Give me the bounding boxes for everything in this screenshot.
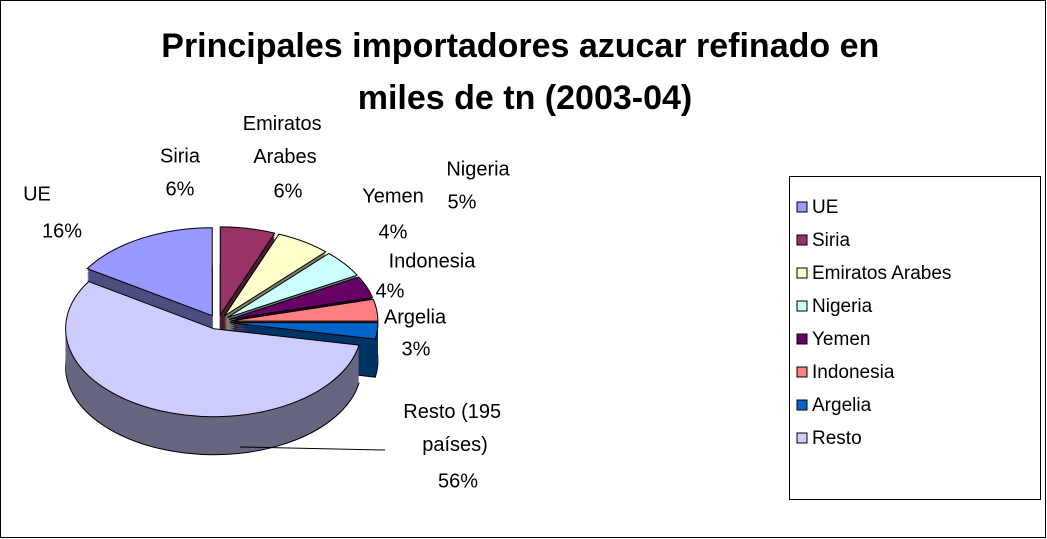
legend-swatch (796, 267, 808, 279)
data-label-name: Yemen (362, 185, 424, 207)
data-label-name: Indonesia (389, 250, 477, 272)
slice (229, 276, 374, 320)
legend-swatch (796, 300, 808, 312)
slice (227, 252, 359, 319)
slice (86, 227, 213, 317)
legend-label: Argelia (812, 395, 872, 416)
slice (219, 226, 276, 317)
data-label-name: Resto (195 países) (403, 401, 506, 456)
legend-label: Emiratos Arabes (812, 263, 951, 284)
data-label-name: Argelia (384, 306, 447, 328)
data-label-name: Nigeria (446, 158, 510, 180)
legend-swatch (796, 399, 808, 411)
legend-swatch (796, 432, 808, 444)
data-label-name: Emiratos Arabes (243, 113, 327, 168)
slice (229, 322, 379, 340)
data-label-value: 4% (376, 280, 405, 302)
slice (65, 280, 360, 418)
legend-swatch (796, 234, 808, 246)
legend-box (789, 176, 1041, 500)
legend-label: Nigeria (812, 296, 873, 317)
data-label-value: 56% (438, 470, 478, 492)
legend-label: Indonesia (812, 362, 895, 383)
leader-line (239, 446, 386, 451)
chart-title: Principales importadores azucar refinado… (161, 27, 888, 117)
legend-label: Siria (812, 230, 850, 251)
data-label-value: 4% (379, 221, 408, 243)
data-label-value: 3% (402, 338, 431, 360)
legend-label: Yemen (812, 329, 870, 350)
legend-swatch (796, 201, 808, 213)
data-label-value: 16% (42, 220, 82, 242)
data-label-value: 6% (166, 178, 195, 200)
data-label-value: 5% (448, 191, 477, 213)
legend-label: Resto (812, 428, 862, 449)
slice (224, 233, 327, 317)
data-label-name: Siria (160, 145, 201, 167)
data-label-value: 6% (274, 180, 303, 202)
slice (229, 298, 379, 322)
legend-swatch (796, 366, 808, 378)
legend-swatch (796, 333, 808, 345)
data-label-name: UE (23, 183, 51, 205)
legend-label: UE (812, 197, 838, 218)
